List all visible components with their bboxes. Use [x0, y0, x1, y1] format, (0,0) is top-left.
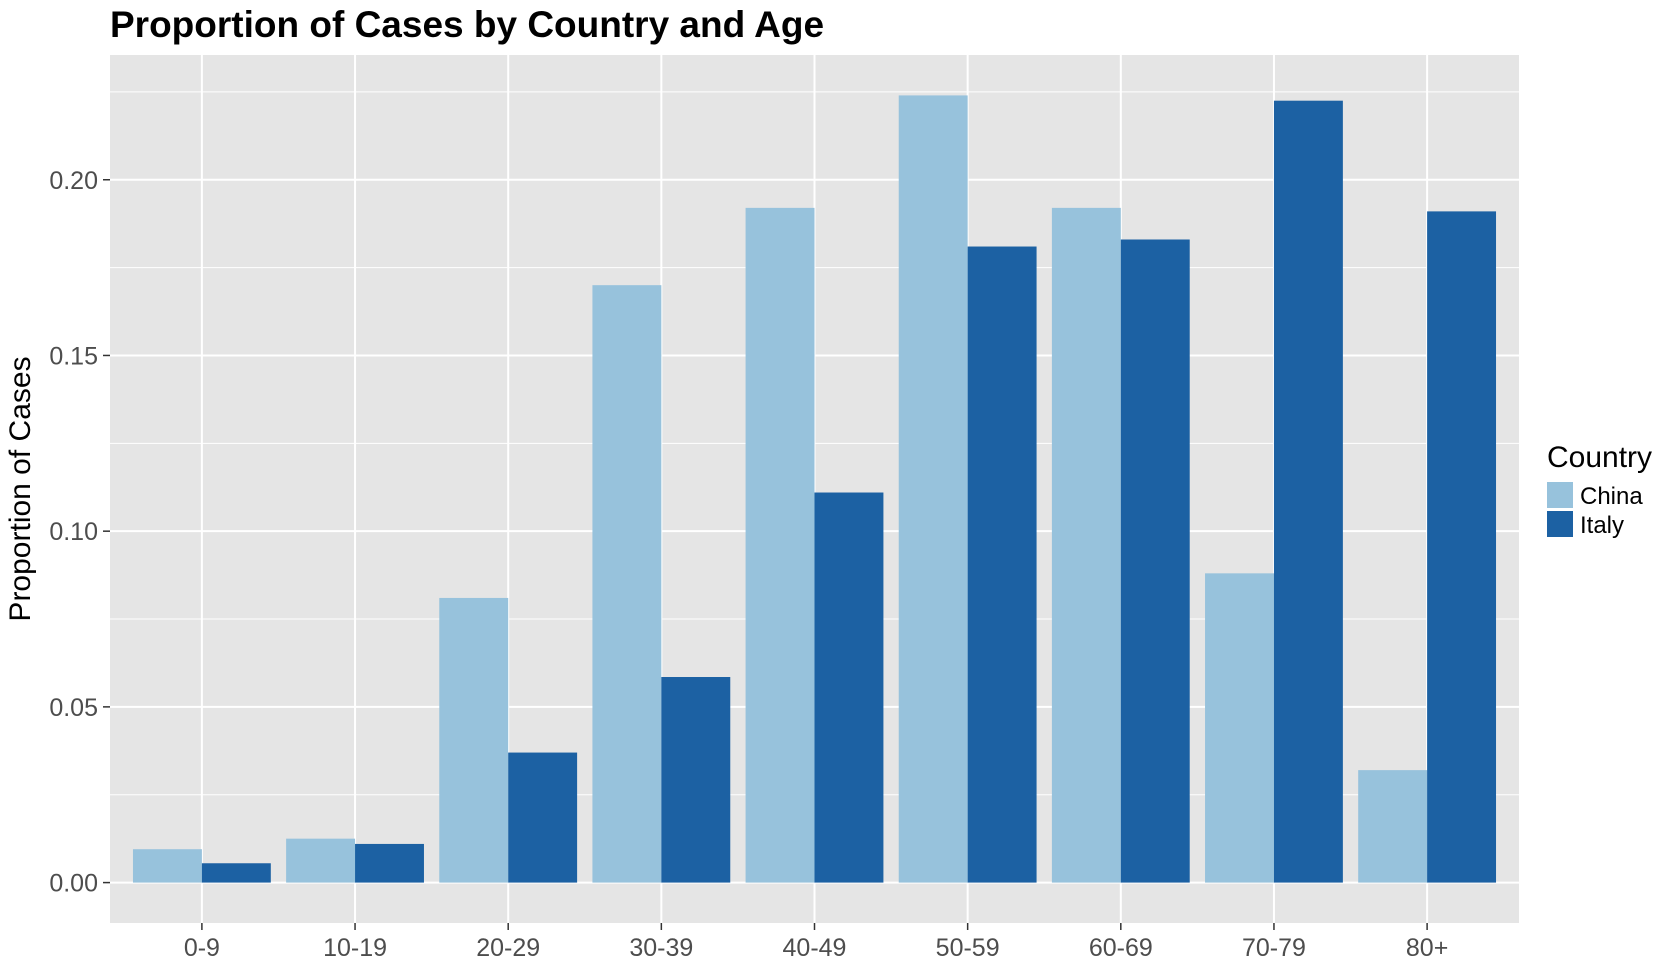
x-tick-label: 80+ [1406, 934, 1448, 960]
y-axis-title: Proportion of Cases [4, 356, 37, 621]
bar-italy-70-79 [1273, 100, 1343, 883]
bar-italy-0-9 [201, 863, 271, 883]
bar-italy-50-59 [967, 246, 1037, 883]
x-tick-label: 10-19 [323, 934, 387, 960]
legend-key-italy [1547, 511, 1573, 537]
y-tick-label: 0.10 [49, 518, 98, 546]
bar-china-0-9 [132, 849, 202, 883]
bar-china-30-39 [592, 285, 662, 883]
bars-group [132, 95, 1497, 883]
bar-italy-60-69 [1120, 239, 1190, 883]
y-tick-label: 0.20 [49, 167, 98, 195]
bar-italy-40-49 [814, 492, 884, 883]
x-tick-label: 70-79 [1242, 934, 1306, 960]
bar-china-40-49 [745, 207, 815, 883]
x-tick-label: 50-59 [936, 934, 1000, 960]
x-tick-label: 30-39 [629, 934, 693, 960]
bar-china-80+ [1358, 770, 1428, 883]
x-tick-label: 0-9 [184, 934, 220, 960]
bar-italy-30-39 [661, 677, 731, 883]
x-axis: 0-9 10-19 20-29 30-39 40-49 50-59 60-69 70-79 80… [184, 923, 1448, 962]
x-tick-label: 40-49 [783, 934, 847, 960]
bar-italy-10-19 [355, 843, 424, 883]
legend-label-china: China [1580, 483, 1643, 510]
bar-italy-20-29 [508, 752, 578, 883]
y-tick-label: 0.05 [49, 694, 98, 722]
bar-china-70-79 [1205, 573, 1274, 883]
bar-china-20-29 [439, 597, 509, 883]
y-tick-label: 0.00 [49, 870, 98, 898]
x-tick-label: 60-69 [1089, 934, 1153, 960]
bar-china-50-59 [898, 95, 968, 883]
bar-italy-80+ [1427, 211, 1497, 883]
legend-key-china [1547, 482, 1573, 508]
chart-title: Proportion of Cases by Country and Age [110, 4, 824, 45]
legend: Country China Italy [1547, 441, 1652, 539]
x-tick-label: 20-29 [476, 934, 540, 960]
bar-china-60-69 [1051, 207, 1121, 883]
bar-china-10-19 [286, 838, 356, 883]
y-axis: 0.00 0.05 0.10 0.15 0.20 [49, 167, 110, 898]
y-tick-label: 0.15 [49, 342, 98, 370]
legend-title: Country [1547, 441, 1652, 474]
legend-label-italy: Italy [1580, 512, 1624, 539]
